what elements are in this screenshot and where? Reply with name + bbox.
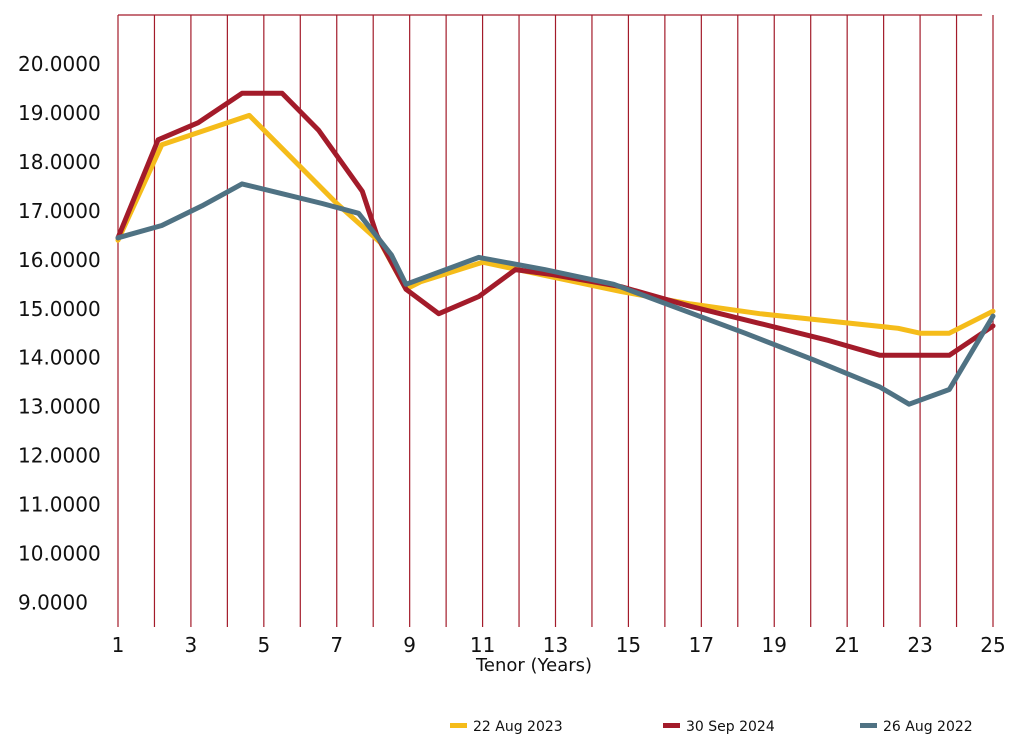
series-line-2: [115, 90, 996, 358]
legend-swatch: [663, 723, 680, 728]
x-axis-ticks: 1 3 5 7 9 11 13 15 17 19 21 23 25: [112, 633, 1006, 657]
legend-label: 30 Sep 2024: [686, 719, 775, 735]
y-tick-label: 14.0000: [18, 346, 101, 370]
y-tick-label: 16.0000: [18, 248, 101, 272]
y-tick-label: 12.0000: [18, 444, 101, 468]
x-tick-label: 19: [762, 633, 787, 657]
series-line-3: [115, 181, 996, 407]
legend: 22 Aug 2023 30 Sep 2024 26 Aug 2022: [450, 719, 973, 735]
y-tick-label: 15.0000: [18, 297, 101, 321]
y-tick-label: 11.0000: [18, 493, 101, 517]
legend-label: 26 Aug 2022: [883, 719, 973, 735]
y-tick-label: 18.0000: [18, 150, 101, 174]
x-tick-label: 9: [403, 633, 416, 657]
legend-swatch: [860, 723, 877, 728]
y-tick-label: 20.0000: [18, 52, 101, 76]
y-tick-label: 9.0000: [18, 591, 88, 615]
y-tick-label: 13.0000: [18, 395, 101, 419]
x-tick-label: 21: [834, 633, 859, 657]
x-tick-label: 3: [185, 633, 198, 657]
x-tick-label: 1: [112, 633, 125, 657]
x-tick-label: 7: [330, 633, 343, 657]
y-tick-label: 10.0000: [18, 542, 101, 566]
y-tick-label: 19.0000: [18, 101, 101, 125]
y-tick-label: 17.0000: [18, 199, 101, 223]
series-line-1: [115, 112, 996, 336]
x-tick-label: 13: [543, 633, 568, 657]
legend-label: 22 Aug 2023: [473, 719, 563, 735]
x-tick-label: 17: [689, 633, 714, 657]
x-tick-label: 11: [470, 633, 495, 657]
x-tick-label: 15: [616, 633, 641, 657]
x-tick-label: 25: [980, 633, 1005, 657]
y-axis-ticks: 9.0000 10.0000 11.0000 12.0000 13.0000 14.000…: [18, 52, 101, 615]
series-layer: [115, 90, 996, 407]
x-axis-label: Tenor (Years): [475, 655, 592, 676]
grid-layer: [117, 14, 994, 627]
legend-swatch: [450, 723, 467, 728]
x-tick-label: 23: [907, 633, 932, 657]
x-tick-label: 5: [257, 633, 270, 657]
